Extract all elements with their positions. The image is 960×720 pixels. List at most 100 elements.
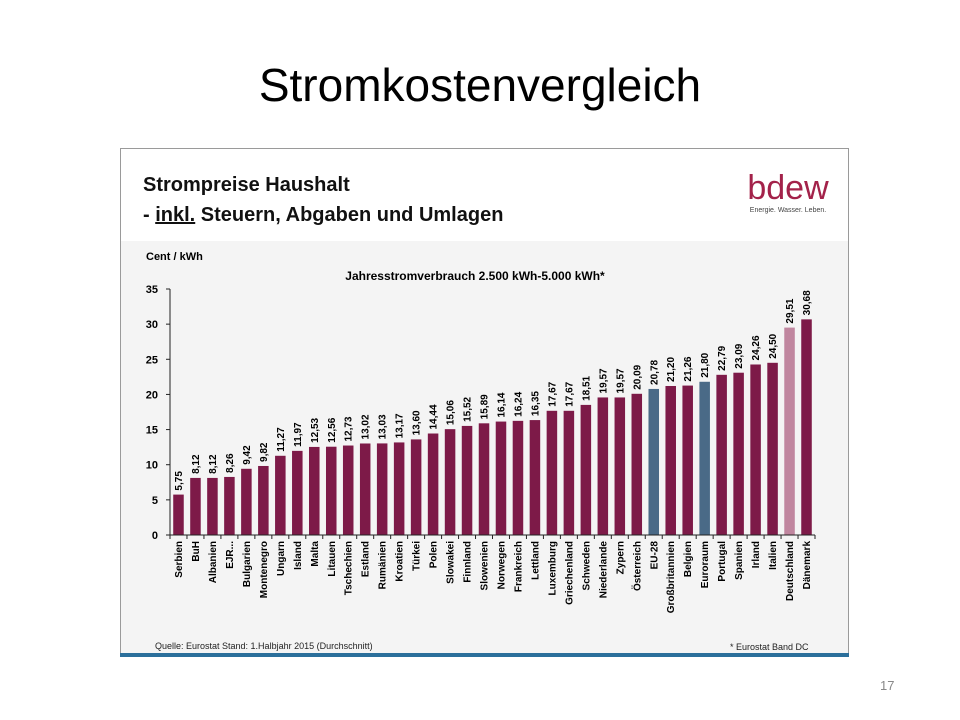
y-tick-label: 15: [146, 425, 158, 437]
bar: [529, 420, 541, 535]
bar: [784, 327, 795, 535]
value-label: 12,73: [344, 416, 355, 441]
value-label: 17,67: [564, 381, 575, 406]
category-label: Island: [293, 541, 304, 570]
category-label: Spanien: [734, 541, 745, 580]
panel-heading-line1: Strompreise Haushalt: [143, 174, 350, 196]
bar: [410, 439, 422, 535]
y-tick-label: 30: [146, 319, 158, 331]
value-label: 8,26: [225, 453, 236, 473]
logo-tagline: Energie. Wasser. Leben.: [749, 207, 827, 214]
value-label: 22,79: [717, 345, 728, 370]
category-label: Euroraum: [700, 541, 711, 588]
category-label: Montenegro: [259, 541, 270, 598]
y-tick-label: 35: [146, 284, 158, 296]
bar: [580, 404, 592, 535]
value-label: 15,06: [446, 400, 457, 425]
category-label: Österreich: [630, 541, 643, 591]
bar: [173, 494, 184, 535]
category-label: Griechenland: [564, 541, 575, 605]
bar: [427, 433, 439, 535]
bar: [563, 410, 575, 535]
logo-word: bdew: [747, 169, 829, 207]
bar: [512, 420, 524, 535]
bar: [648, 388, 660, 535]
value-label: 17,67: [547, 381, 558, 406]
value-label: 12,53: [310, 417, 321, 442]
value-label: 24,50: [768, 333, 779, 358]
value-label: 23,09: [734, 343, 745, 368]
x-axis: Serbien BuH Albanien EJR... Bulgarien Montene…: [169, 534, 816, 613]
bar: [325, 446, 337, 535]
bar: [801, 319, 812, 535]
value-label: 24,26: [751, 335, 762, 360]
value-label: 15,89: [480, 394, 491, 419]
category-label: Serbien: [174, 541, 185, 578]
bar: [190, 477, 201, 535]
category-label: Tschechien: [344, 541, 355, 595]
bar: [207, 477, 218, 535]
bar: [309, 446, 320, 535]
category-label: Lettland: [530, 541, 541, 580]
value-label: 30,68: [802, 290, 813, 315]
value-label: 21,26: [683, 356, 694, 381]
category-label: Luxemburg: [547, 541, 558, 595]
category-label: Zypern: [615, 541, 626, 574]
value-label: 12,56: [327, 417, 338, 442]
value-label: 16,24: [513, 391, 524, 416]
chart-title: Jahresstromverbrauch 2.500 kWh-5.000 kWh…: [345, 269, 605, 283]
category-label: Dänemark: [802, 541, 813, 590]
chart-panel: Strompreise Haushalt - inkl. Steuern, Ab…: [120, 148, 849, 654]
bar-chart: Cent / kWh Jahresstromverbrauch 2.500 kW…: [146, 251, 816, 613]
value-label: 8,12: [208, 454, 219, 474]
y-axis-label: Cent / kWh: [146, 251, 203, 263]
value-label: 20,78: [649, 359, 660, 384]
bdew-logo: bdew Energie. Wasser. Leben.: [743, 171, 833, 214]
bar: [461, 425, 473, 535]
y-tick-label: 0: [152, 530, 158, 542]
category-label: Ungarn: [276, 541, 287, 576]
category-label: Slowenien: [480, 541, 491, 590]
bar: [376, 443, 388, 535]
value-label: 21,80: [700, 352, 711, 377]
value-label: 9,82: [259, 442, 270, 462]
y-tick-label: 5: [152, 495, 158, 507]
bar: [275, 455, 286, 535]
panel-header: Strompreise Haushalt - inkl. Steuern, Ab…: [121, 149, 848, 241]
value-label: 11,27: [276, 427, 287, 452]
heading-rest: Steuern, Abgaben und Umlagen: [195, 204, 504, 226]
bar: [597, 397, 609, 535]
value-label: 8,12: [191, 454, 202, 474]
bar: [546, 410, 558, 535]
category-label: Bulgarien: [242, 541, 253, 587]
category-label: Türkei: [412, 541, 423, 571]
value-label: 19,57: [598, 368, 609, 393]
category-label: Estland: [361, 541, 372, 577]
category-label: Malta: [310, 541, 321, 567]
bars: 5,75 8,12 8,12 8,26 9,42 9,82 11,27 11,97 12,53 1…: [173, 290, 813, 535]
category-label: Großbritannien: [666, 541, 677, 613]
category-label: Finnland: [463, 541, 474, 583]
category-label: Slowakei: [446, 541, 457, 584]
value-label: 16,14: [496, 392, 507, 417]
bottom-accent-bar: [120, 653, 849, 657]
category-label: Litauen: [327, 541, 338, 577]
category-label: Kroatien: [395, 541, 406, 582]
y-tick-label: 25: [146, 354, 158, 366]
value-label: 20,09: [632, 364, 643, 389]
bar: [495, 421, 507, 535]
panel-heading-line2: - inkl. Steuern, Abgaben und Umlagen: [143, 204, 503, 227]
heading-underlined: inkl.: [155, 204, 196, 226]
category-label: Portugal: [717, 541, 728, 582]
page-number: 17: [880, 678, 895, 693]
value-label: 5,75: [174, 471, 185, 491]
category-label: EU-28: [649, 541, 660, 570]
bar: [614, 397, 626, 535]
bar: [241, 468, 252, 535]
bar: [682, 385, 693, 535]
category-label: Italien: [768, 541, 779, 570]
value-label: 13,03: [378, 414, 389, 439]
bar: [224, 476, 235, 535]
value-label: 16,35: [530, 391, 541, 416]
value-label: 13,60: [412, 410, 423, 435]
